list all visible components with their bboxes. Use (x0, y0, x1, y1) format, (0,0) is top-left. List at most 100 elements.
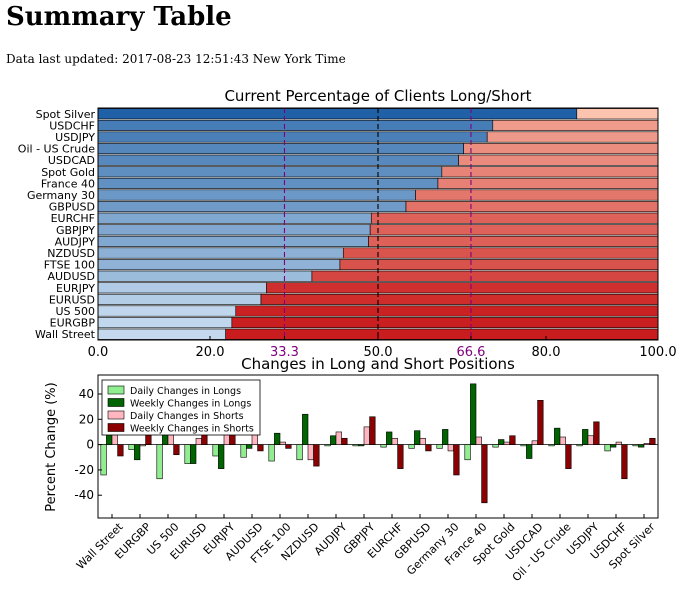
weekly-changes-in-shorts-bar-usdcad (537, 400, 544, 445)
long-bar-eurgbp (97, 317, 233, 329)
chart2-frame (97, 374, 659, 519)
category-label-audjpy: AUDJPY (55, 235, 96, 248)
category-label-spot-silver: Spot Silver (36, 108, 96, 121)
weekly-changes-in-shorts-bar-wall-street (117, 444, 124, 457)
category-label-audusd: AUDUSD (47, 270, 95, 283)
long-bar-usdjpy (97, 131, 488, 143)
daily-changes-in-shorts-bar-oil-us-crude (559, 436, 566, 445)
daily-changes-in-shorts-bar-usdcad (531, 440, 538, 445)
daily-changes-in-longs-bar-usdchf (604, 444, 611, 452)
category-label-wall-street: Wall Street (35, 328, 96, 341)
chart2-title: Changes in Long and Short Positions (241, 355, 515, 373)
daily-changes-in-shorts-bar-germany-30 (447, 444, 454, 452)
category-label-usdcad: USDCAD (48, 154, 95, 167)
daily-changes-in-longs-bar-us-500 (156, 444, 163, 480)
weekly-changes-in-shorts-bar-ftse-100 (285, 444, 292, 449)
daily-changes-in-longs-bar-eurjpy (212, 444, 219, 457)
weekly-changes-in-shorts-bar-audusd (257, 444, 264, 452)
daily-changes-in-longs-bar-gbpjpy (352, 444, 359, 447)
long-bar-wall-street (97, 328, 226, 340)
daily-changes-in-longs-bar-audusd (240, 444, 247, 458)
weekly-changes-in-longs-bar-eurjpy (218, 444, 225, 469)
daily-changes-in-longs-bar-gbpusd (408, 444, 415, 449)
category-label-eurusd: EURUSD (49, 293, 95, 306)
updated-label: Data last updated: (6, 52, 119, 66)
category-label-nzdusd: NZDUSD (47, 247, 95, 260)
x-tick-label: 20.0 (196, 345, 225, 360)
daily-changes-in-longs-bar-usdcad (520, 444, 527, 447)
weekly-changes-in-longs-bar-gbpjpy (358, 444, 365, 447)
last-updated-line: Data last updated: 2017-08-23 12:51:43 N… (6, 52, 346, 66)
category-label-usdjpy: USDJPY (55, 131, 95, 144)
daily-changes-in-shorts-bar-audjpy (335, 431, 342, 445)
daily-changes-in-longs-bar-eurusd (184, 444, 191, 464)
long-bar-usdcad (97, 154, 459, 166)
y-tick-label: 40 (79, 387, 94, 401)
weekly-changes-in-longs-bar-ftse-100 (274, 432, 281, 445)
short-bar-audusd (311, 270, 659, 282)
daily-changes-in-longs-bar-germany-30 (436, 444, 443, 449)
weekly-changes-in-shorts-bar-usdchf (621, 444, 628, 480)
long-bar-nzdusd (97, 247, 344, 259)
x-tick-label: 100.0 (639, 345, 676, 360)
legend-swatch-weekly-changes-in-shorts (107, 423, 125, 432)
weekly-changes-in-shorts-bar-spot-silver (649, 437, 656, 445)
category-label-eurchf: EURCHF (51, 212, 95, 225)
chart2-y-axis-label: Percent Change (%) (44, 382, 59, 511)
daily-changes-in-longs-bar-eurchf (380, 444, 387, 448)
daily-changes-in-shorts-bar-eurgbp (139, 444, 146, 447)
daily-changes-in-shorts-bar-eurusd (195, 437, 202, 445)
short-bar-spot-gold (441, 166, 659, 178)
legend-box (101, 379, 261, 436)
category-label-eurgbp: EURGBP (50, 317, 96, 330)
daily-changes-in-shorts-bar-eurchf (391, 437, 398, 445)
short-bar-oil-us-crude (463, 143, 659, 155)
weekly-changes-in-longs-bar-usdjpy (582, 429, 589, 445)
daily-changes-in-longs-bar-spot-gold (492, 444, 499, 448)
chart2-legend: Daily Changes in Longs Weekly Changes in … (101, 379, 261, 436)
short-bar-ftse-100 (339, 259, 659, 271)
legend-swatch-daily-changes-in-longs (107, 385, 125, 395)
long-bar-eurchf (97, 212, 372, 224)
category-label-oil-us-crude: Oil - US Crude (18, 143, 95, 156)
long-bar-gbpjpy (97, 224, 371, 236)
daily-changes-in-shorts-bar-spot-silver (643, 443, 650, 445)
long-bar-us-500 (97, 305, 237, 317)
daily-changes-in-longs-bar-oil-us-crude (548, 444, 555, 447)
long-bar-spot-silver (97, 108, 578, 120)
category-label-gbpjpy: GBPJPY (56, 224, 95, 237)
legend-swatch-weekly-changes-in-longs (107, 398, 125, 407)
long-short-percentage-chart: Current Percentage of Clients Long/Short… (18, 87, 677, 360)
weekly-changes-in-longs-bar-nzdusd (302, 413, 309, 445)
short-bar-eurchf (370, 212, 659, 224)
weekly-changes-in-longs-bar-spot-silver (638, 444, 645, 448)
updated-timestamp: 2017-08-23 12:51:43 New York Time (122, 52, 346, 66)
daily-changes-in-longs-bar-audjpy (324, 444, 331, 447)
daily-changes-in-shorts-bar-nzdusd (307, 444, 314, 461)
long-bar-france-40 (97, 177, 439, 189)
short-bar-usdcad (458, 154, 659, 166)
daily-changes-in-longs-bar-nzdusd (296, 444, 303, 461)
long-bar-usdchf (97, 119, 494, 131)
legend-swatch-daily-changes-in-shorts (107, 410, 125, 420)
long-bar-ftse-100 (97, 259, 341, 271)
short-bar-eurjpy (266, 282, 659, 294)
short-bar-gbpjpy (369, 224, 659, 236)
weekly-changes-in-shorts-bar-usdjpy (593, 421, 600, 445)
page-title: Summary Table (6, 2, 232, 32)
weekly-changes-in-shorts-bar-france-40 (481, 444, 488, 504)
long-bar-audusd (97, 270, 313, 282)
y-tick-label: -40 (74, 488, 94, 502)
legend-label-weekly-changes-in-longs: Weekly Changes in Longs (130, 399, 251, 410)
weekly-changes-in-shorts-bar-gbpjpy (369, 416, 376, 445)
category-label-ftse-100: FTSE 100 (44, 259, 95, 272)
long-bar-oil-us-crude (97, 143, 464, 155)
daily-changes-in-shorts-bar-usdjpy (587, 435, 594, 445)
weekly-changes-in-longs-bar-germany-30 (442, 429, 449, 445)
weekly-changes-in-shorts-bar-spot-gold (509, 435, 516, 445)
y-tick-label: -20 (74, 463, 94, 477)
daily-changes-in-longs-bar-ftse-100 (268, 444, 275, 462)
y-tick-label: 0 (86, 438, 94, 452)
short-bar-eurgbp (231, 317, 659, 329)
daily-changes-in-shorts-bar-france-40 (475, 436, 482, 445)
